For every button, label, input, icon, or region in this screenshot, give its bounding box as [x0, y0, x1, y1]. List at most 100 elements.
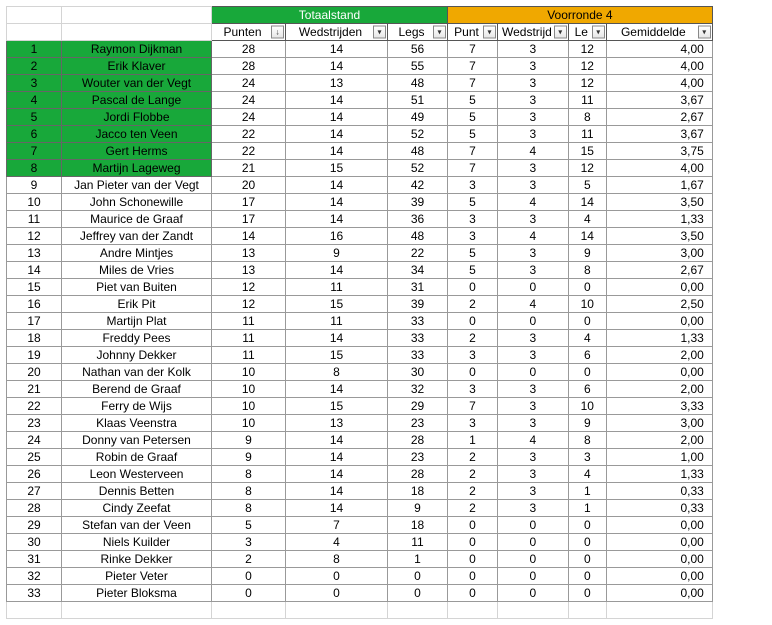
name-cell: Niels Kuilder: [62, 534, 212, 551]
gemiddelde-cell: 2,67: [606, 109, 712, 126]
wedstrijd2-cell: 3: [498, 160, 569, 177]
rank-cell: 17: [7, 313, 62, 330]
wedstrijden-cell: 14: [286, 483, 388, 500]
le2-cell: 12: [568, 75, 606, 92]
gemiddelde-cell: 0,00: [606, 279, 712, 296]
punt2-cell: 5: [448, 109, 498, 126]
name-cell: Donny van Petersen: [62, 432, 212, 449]
wedstrijd2-cell: 3: [498, 245, 569, 262]
wedstrijd2-cell: 3: [498, 126, 569, 143]
le2-cell: 0: [568, 551, 606, 568]
table-row: 32Pieter Veter0000000,00: [7, 568, 713, 585]
rank-cell: 7: [7, 143, 62, 160]
legs-cell: 11: [388, 534, 448, 551]
rank-cell: 28: [7, 500, 62, 517]
gemiddelde-cell: 0,00: [606, 585, 712, 602]
le2-cell: 9: [568, 245, 606, 262]
gemiddelde-cell: 1,00: [606, 449, 712, 466]
wedstrijd2-cell: 4: [498, 143, 569, 160]
name-cell: Robin de Graaf: [62, 449, 212, 466]
name-cell: Nathan van der Kolk: [62, 364, 212, 381]
legs-cell: 18: [388, 517, 448, 534]
filter-dropdown-icon[interactable]: ▾: [433, 26, 446, 39]
punt2-cell: 3: [448, 177, 498, 194]
wedstrijd2-cell: 0: [498, 585, 569, 602]
table-row: 3Wouter van der Vegt24134873124,00: [7, 75, 713, 92]
punten-cell: 10: [212, 364, 286, 381]
legs-cell: 28: [388, 432, 448, 449]
punten-cell: 28: [212, 58, 286, 75]
punt2-cell: 7: [448, 143, 498, 160]
wedstrijden-cell: 8: [286, 364, 388, 381]
punt2-cell: 5: [448, 194, 498, 211]
le2-cell: 12: [568, 58, 606, 75]
name-cell: Freddy Pees: [62, 330, 212, 347]
punten-cell: 9: [212, 432, 286, 449]
punt2-cell: 3: [448, 381, 498, 398]
col-legs: Legs ▾: [388, 24, 448, 41]
name-cell: Klaas Veenstra: [62, 415, 212, 432]
wedstrijd2-cell: 4: [498, 228, 569, 245]
wedstrijden-cell: 14: [286, 194, 388, 211]
wedstrijd2-cell: 3: [498, 381, 569, 398]
wedstrijd2-cell: 0: [498, 551, 569, 568]
legs-cell: 39: [388, 194, 448, 211]
punt2-cell: 0: [448, 534, 498, 551]
col-wedstrijd2: Wedstrijd ▾: [498, 24, 569, 41]
legs-cell: 28: [388, 466, 448, 483]
wedstrijd2-cell: 0: [498, 517, 569, 534]
wedstrijden-cell: 7: [286, 517, 388, 534]
wedstrijd2-cell: 0: [498, 534, 569, 551]
filter-dropdown-icon[interactable]: ▾: [698, 26, 711, 39]
gemiddelde-cell: 1,33: [606, 466, 712, 483]
wedstrijd2-cell: 3: [498, 483, 569, 500]
col-legs-label: Legs: [398, 25, 424, 39]
col-gemiddelde: Gemiddelde ▾: [606, 24, 712, 41]
le2-cell: 8: [568, 262, 606, 279]
filter-dropdown-icon[interactable]: ▾: [554, 26, 567, 39]
gemiddelde-cell: 2,50: [606, 296, 712, 313]
wedstrijd2-cell: 3: [498, 75, 569, 92]
blank-cell: [62, 602, 212, 619]
name-cell: Jeffrey van der Zandt: [62, 228, 212, 245]
wedstrijd2-cell: 0: [498, 364, 569, 381]
legs-cell: 49: [388, 109, 448, 126]
wedstrijd2-cell: 3: [498, 398, 569, 415]
blank-cell: [606, 602, 712, 619]
table-row: 10John Schonewille17143954143,50: [7, 194, 713, 211]
table-row: 12Jeffrey van der Zandt14164834143,50: [7, 228, 713, 245]
table-row: 15Piet van Buiten1211310000,00: [7, 279, 713, 296]
col-wedstrijden: Wedstrijden ▾: [286, 24, 388, 41]
punten-cell: 10: [212, 415, 286, 432]
le2-cell: 14: [568, 194, 606, 211]
legs-cell: 39: [388, 296, 448, 313]
punt2-cell: 7: [448, 75, 498, 92]
filter-dropdown-icon[interactable]: ▾: [592, 26, 605, 39]
blank-cell: [212, 602, 286, 619]
name-cell: Jordi Flobbe: [62, 109, 212, 126]
filter-sort-icon[interactable]: ↓: [271, 26, 284, 39]
punt2-cell: 2: [448, 330, 498, 347]
rank-cell: 12: [7, 228, 62, 245]
rank-cell: 5: [7, 109, 62, 126]
filter-dropdown-icon[interactable]: ▾: [373, 26, 386, 39]
rank-cell: 21: [7, 381, 62, 398]
gemiddelde-cell: 0,00: [606, 534, 712, 551]
le2-cell: 6: [568, 347, 606, 364]
legs-cell: 34: [388, 262, 448, 279]
col-punt2-label: Punt: [454, 25, 479, 39]
punt2-cell: 0: [448, 568, 498, 585]
gemiddelde-cell: 2,67: [606, 262, 712, 279]
name-cell: Martijn Lageweg: [62, 160, 212, 177]
punten-cell: 3: [212, 534, 286, 551]
legs-cell: 0: [388, 585, 448, 602]
name-cell: Johnny Dekker: [62, 347, 212, 364]
table-row: 13Andre Mintjes139225393,00: [7, 245, 713, 262]
punt2-cell: 1: [448, 432, 498, 449]
punten-cell: 28: [212, 41, 286, 58]
table-row: 20Nathan van der Kolk108300000,00: [7, 364, 713, 381]
filter-dropdown-icon[interactable]: ▾: [483, 26, 496, 39]
table-row: 6Jacco ten Veen22145253113,67: [7, 126, 713, 143]
legs-cell: 23: [388, 449, 448, 466]
table-row: 33Pieter Bloksma0000000,00: [7, 585, 713, 602]
